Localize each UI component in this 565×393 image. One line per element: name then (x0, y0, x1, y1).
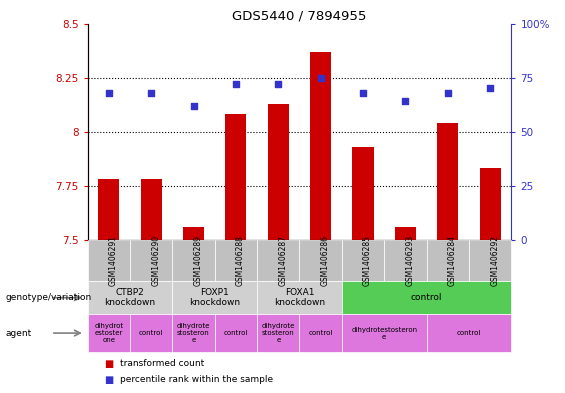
Bar (183, 227, 204, 393)
Text: dihydrote
stosteron
e: dihydrote stosteron e (262, 323, 295, 343)
Text: agent: agent (6, 329, 32, 338)
Bar (310, 52, 331, 393)
Point (146, 90, 155, 96)
Point (485, 85, 495, 92)
Point (401, 98, 410, 105)
Bar (225, 114, 246, 393)
Text: GSM1406293: GSM1406293 (405, 235, 414, 286)
Point (358, 90, 367, 96)
Text: dihydrotestosteron
e: dihydrotestosteron e (351, 327, 418, 340)
Point (273, 81, 282, 87)
Bar (395, 227, 416, 393)
Text: ■: ■ (105, 375, 114, 385)
Text: GSM1406290: GSM1406290 (151, 235, 160, 286)
Text: FOXP1
knockdown: FOXP1 knockdown (189, 288, 240, 307)
Text: percentile rank within the sample: percentile rank within the sample (120, 375, 273, 384)
Text: dihydrote
stosteron
e: dihydrote stosteron e (177, 323, 210, 343)
Point (232, 81, 241, 87)
Text: dihydrot
estoster
one: dihydrot estoster one (94, 323, 123, 343)
Point (316, 74, 325, 81)
Point (189, 103, 198, 109)
Bar (141, 179, 162, 393)
Point (104, 90, 113, 96)
Text: GSM1406285: GSM1406285 (363, 235, 372, 286)
Title: GDS5440 / 7894955: GDS5440 / 7894955 (232, 9, 367, 22)
Bar (268, 103, 289, 393)
Text: transformed count: transformed count (120, 359, 205, 368)
Text: genotype/variation: genotype/variation (6, 293, 92, 302)
Text: GSM1406291: GSM1406291 (108, 235, 118, 286)
Text: control: control (308, 330, 333, 336)
Text: control: control (457, 330, 481, 336)
Bar (353, 147, 373, 393)
Bar (437, 123, 458, 393)
Point (443, 90, 452, 96)
Text: GSM1406292: GSM1406292 (490, 235, 499, 286)
Text: control: control (139, 330, 163, 336)
Text: ■: ■ (105, 359, 114, 369)
Text: CTBP2
knockdown: CTBP2 knockdown (105, 288, 155, 307)
Text: FOXA1
knockdown: FOXA1 knockdown (274, 288, 325, 307)
Bar (480, 168, 501, 393)
Text: control: control (411, 293, 442, 302)
Text: GSM1406289: GSM1406289 (193, 235, 202, 286)
Text: GSM1406287: GSM1406287 (279, 235, 287, 286)
Text: GSM1406288: GSM1406288 (236, 235, 245, 286)
Text: control: control (224, 330, 248, 336)
Bar (98, 179, 119, 393)
Text: GSM1406284: GSM1406284 (448, 235, 457, 286)
Text: GSM1406286: GSM1406286 (321, 235, 329, 286)
